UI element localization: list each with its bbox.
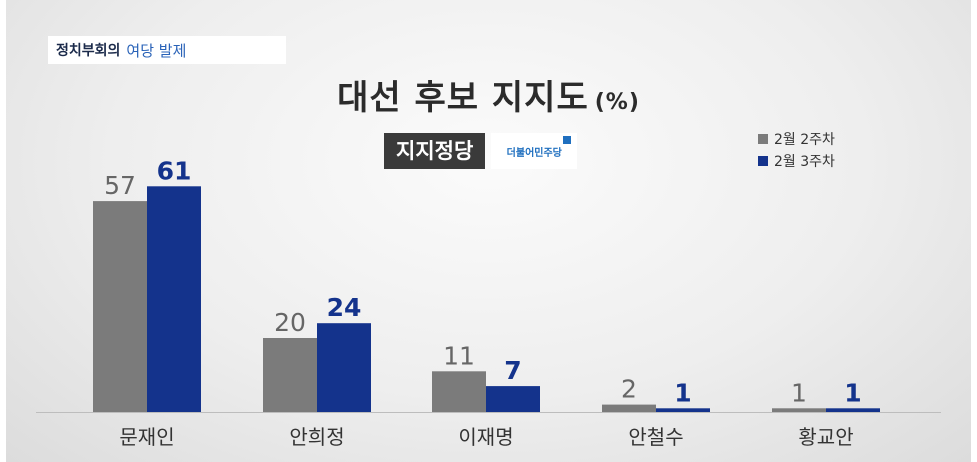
chart-unit: (%): [594, 90, 640, 115]
bar-value-label: 1: [791, 378, 807, 407]
legend-label-curr: 2월 3주차: [774, 154, 835, 170]
party-logo-text: 더불어민주당: [506, 147, 562, 159]
bar-prev: [772, 408, 826, 412]
bar-prev: [602, 404, 656, 412]
party-row: 지지정당 더불어민주당: [384, 133, 578, 169]
bar-prev: [263, 338, 317, 412]
legend-item-prev: 2월 2주차: [758, 128, 835, 150]
program-tag: 정치부회의 여당 발제: [48, 36, 286, 64]
bar-value-label: 1: [674, 378, 691, 407]
chart-title: 대선 후보 지지도: [337, 78, 589, 118]
bar-value-label: 2: [621, 375, 637, 404]
bar-prev: [93, 201, 147, 412]
category-label: 문재인: [119, 425, 174, 449]
bar-curr: [656, 408, 710, 412]
bar-curr: [317, 323, 371, 412]
bar-value-label: 57: [104, 171, 136, 200]
bar-curr: [486, 386, 540, 412]
bar-value-label: 1: [844, 378, 861, 407]
bar-value-label: 61: [157, 156, 192, 185]
bar-value-label: 11: [443, 341, 475, 370]
legend-swatch-curr: [758, 156, 768, 166]
category-label: 안희정: [289, 425, 344, 449]
category-label: 이재명: [458, 425, 513, 449]
bar-prev: [432, 371, 486, 412]
chart-frame: 정치부회의 여당 발제 대선 후보 지지도 (%) 지지정당 더불어민주당 2월 …: [6, 0, 971, 462]
bar-curr: [147, 186, 201, 412]
category-label: 안철수: [628, 425, 683, 449]
party-logo-icon: [563, 136, 572, 144]
party-logo: 더불어민주당: [491, 133, 578, 169]
chart-title-wrap: 대선 후보 지지도 (%): [6, 70, 971, 119]
legend-swatch-prev: [758, 134, 768, 144]
party-label: 지지정당: [384, 133, 486, 169]
topic-name: 여당 발제: [126, 41, 187, 60]
bar-curr: [826, 408, 880, 412]
category-label: 황교안: [798, 425, 853, 449]
bar-value-label: 20: [274, 308, 306, 337]
bar-value-label: 24: [327, 293, 362, 322]
legend-item-curr: 2월 3주차: [758, 150, 835, 172]
legend: 2월 2주차 2월 3주차: [758, 128, 835, 172]
legend-label-prev: 2월 2주차: [774, 132, 835, 148]
program-name: 정치부회의: [56, 43, 121, 59]
bar-value-label: 7: [504, 356, 521, 385]
